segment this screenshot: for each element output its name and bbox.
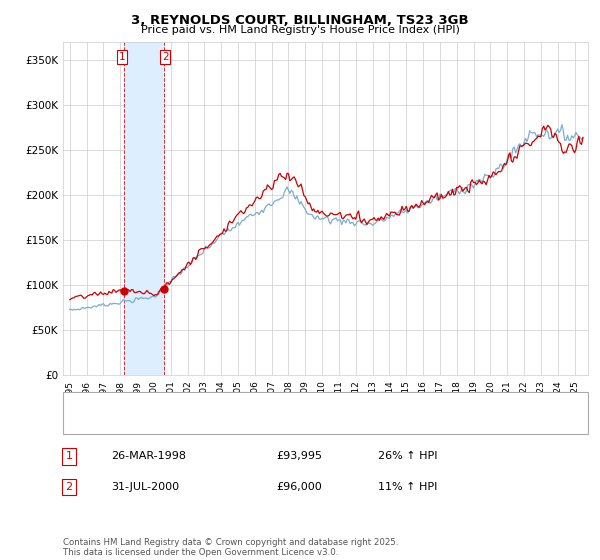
Text: 3, REYNOLDS COURT, BILLINGHAM, TS23 3GB: 3, REYNOLDS COURT, BILLINGHAM, TS23 3GB (131, 14, 469, 27)
Text: 31-JUL-2000: 31-JUL-2000 (111, 482, 179, 492)
Text: £93,995: £93,995 (276, 451, 322, 461)
Text: 26-MAR-1998: 26-MAR-1998 (111, 451, 186, 461)
Text: 3, REYNOLDS COURT, BILLINGHAM, TS23 3GB (detached house): 3, REYNOLDS COURT, BILLINGHAM, TS23 3GB … (105, 398, 437, 408)
Text: 26% ↑ HPI: 26% ↑ HPI (378, 451, 437, 461)
Text: 2: 2 (65, 482, 73, 492)
Text: HPI: Average price, detached house, Stockton-on-Tees: HPI: Average price, detached house, Stoc… (105, 418, 386, 428)
Text: Price paid vs. HM Land Registry's House Price Index (HPI): Price paid vs. HM Land Registry's House … (140, 25, 460, 35)
Text: 1: 1 (119, 52, 125, 62)
Text: 1: 1 (65, 451, 73, 461)
Text: £96,000: £96,000 (276, 482, 322, 492)
Text: 2: 2 (162, 52, 169, 62)
Text: 11% ↑ HPI: 11% ↑ HPI (378, 482, 437, 492)
Bar (124, 42, 164, 375)
Text: Contains HM Land Registry data © Crown copyright and database right 2025.
This d: Contains HM Land Registry data © Crown c… (63, 538, 398, 557)
